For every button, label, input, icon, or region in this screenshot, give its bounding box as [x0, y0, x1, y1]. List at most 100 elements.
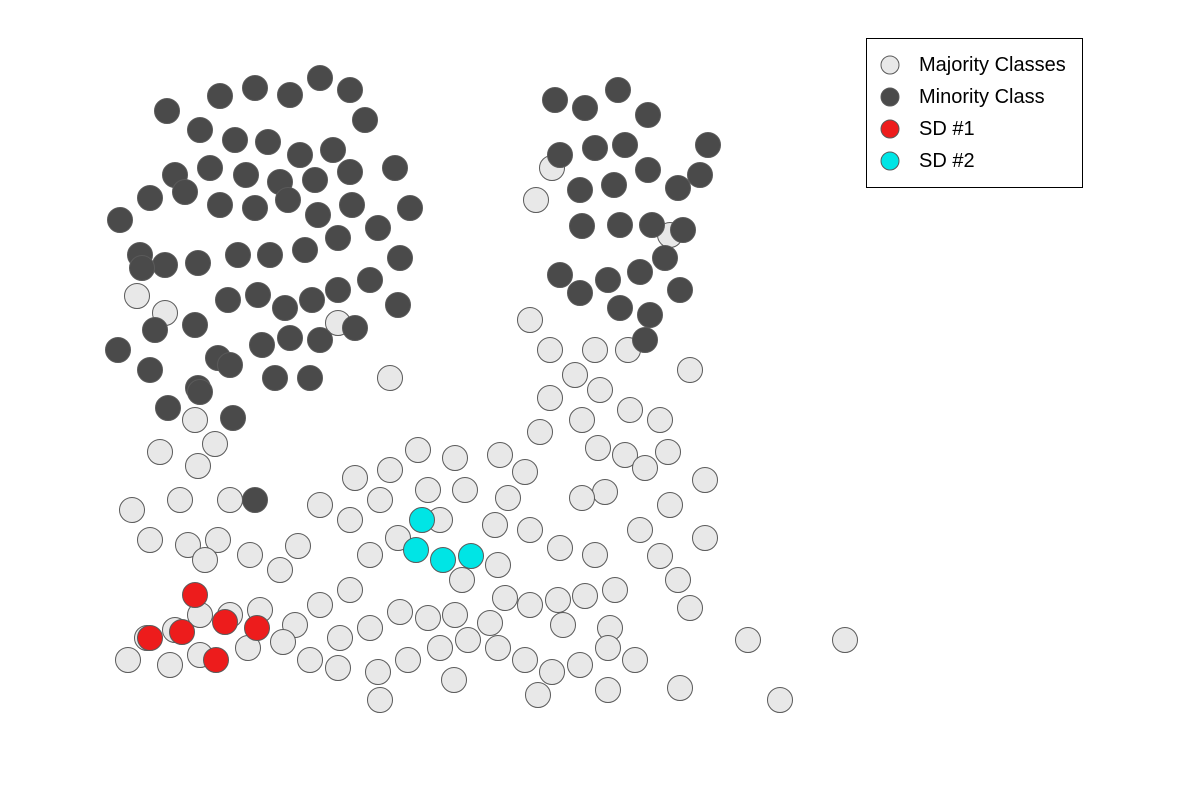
data-point	[366, 216, 391, 241]
data-point	[546, 588, 571, 613]
data-point	[221, 406, 246, 431]
data-point	[648, 408, 673, 433]
data-point	[193, 548, 218, 573]
data-point	[528, 420, 553, 445]
data-point	[410, 508, 435, 533]
data-point	[213, 610, 238, 635]
data-point	[524, 188, 549, 213]
data-point	[678, 358, 703, 383]
data-point	[618, 398, 643, 423]
data-point	[548, 536, 573, 561]
data-point	[366, 660, 391, 685]
legend-label: Minority Class	[919, 86, 1045, 109]
data-point	[493, 586, 518, 611]
data-point	[636, 103, 661, 128]
data-point	[203, 432, 228, 457]
data-point	[158, 653, 183, 678]
data-point	[570, 486, 595, 511]
data-point	[486, 553, 511, 578]
data-point	[343, 466, 368, 491]
data-point	[338, 160, 363, 185]
data-point	[245, 616, 270, 641]
data-point	[570, 408, 595, 433]
data-point	[658, 493, 683, 518]
data-point	[238, 543, 263, 568]
data-point	[570, 214, 595, 239]
data-point	[173, 180, 198, 205]
data-point	[406, 438, 431, 463]
data-point	[308, 66, 333, 91]
data-point	[204, 648, 229, 673]
data-point	[431, 548, 456, 573]
data-point	[138, 358, 163, 383]
data-point	[478, 611, 503, 636]
data-point	[303, 168, 328, 193]
data-point	[628, 518, 653, 543]
data-point	[321, 138, 346, 163]
data-point	[234, 163, 259, 188]
data-point	[278, 326, 303, 351]
data-point	[693, 468, 718, 493]
data-point	[540, 660, 565, 685]
data-point	[459, 544, 484, 569]
data-point	[488, 443, 513, 468]
legend-item-sd2: SD #2	[879, 145, 1066, 177]
data-point	[368, 688, 393, 713]
legend-marker-icon	[879, 118, 901, 140]
data-point	[218, 488, 243, 513]
data-point	[396, 648, 421, 673]
data-point	[696, 133, 721, 158]
data-point	[538, 386, 563, 411]
data-point	[636, 158, 661, 183]
data-point	[526, 683, 551, 708]
data-point	[106, 338, 131, 363]
data-point	[603, 578, 628, 603]
data-point	[638, 303, 663, 328]
data-point	[518, 593, 543, 618]
data-point	[573, 96, 598, 121]
data-point	[343, 316, 368, 341]
data-point	[548, 263, 573, 288]
data-point	[648, 544, 673, 569]
data-point	[300, 288, 325, 313]
data-point	[340, 193, 365, 218]
data-point	[148, 440, 173, 465]
data-point	[563, 363, 588, 388]
data-point	[326, 226, 351, 251]
data-point	[338, 508, 363, 533]
data-point	[306, 203, 331, 228]
data-point	[450, 568, 475, 593]
data-point	[120, 498, 145, 523]
data-point	[326, 656, 351, 681]
data-point	[278, 83, 303, 108]
data-point	[138, 186, 163, 211]
data-point	[442, 668, 467, 693]
data-point	[250, 333, 275, 358]
data-point	[538, 338, 563, 363]
data-point	[456, 628, 481, 653]
data-point	[378, 366, 403, 391]
data-point	[608, 296, 633, 321]
data-point	[428, 636, 453, 661]
data-point	[443, 446, 468, 471]
data-point	[693, 526, 718, 551]
data-point	[388, 600, 413, 625]
data-point	[188, 118, 213, 143]
data-point	[243, 76, 268, 101]
data-point	[208, 193, 233, 218]
data-point	[263, 366, 288, 391]
data-point	[125, 284, 150, 309]
data-point	[183, 313, 208, 338]
data-point	[226, 243, 251, 268]
data-point	[608, 213, 633, 238]
data-point	[668, 676, 693, 701]
data-point	[653, 246, 678, 271]
data-point	[596, 268, 621, 293]
legend-marker-icon	[879, 86, 901, 108]
data-point	[338, 78, 363, 103]
data-point	[223, 128, 248, 153]
data-point	[602, 173, 627, 198]
legend-marker-icon	[879, 150, 901, 172]
data-point	[551, 613, 576, 638]
data-point	[678, 596, 703, 621]
